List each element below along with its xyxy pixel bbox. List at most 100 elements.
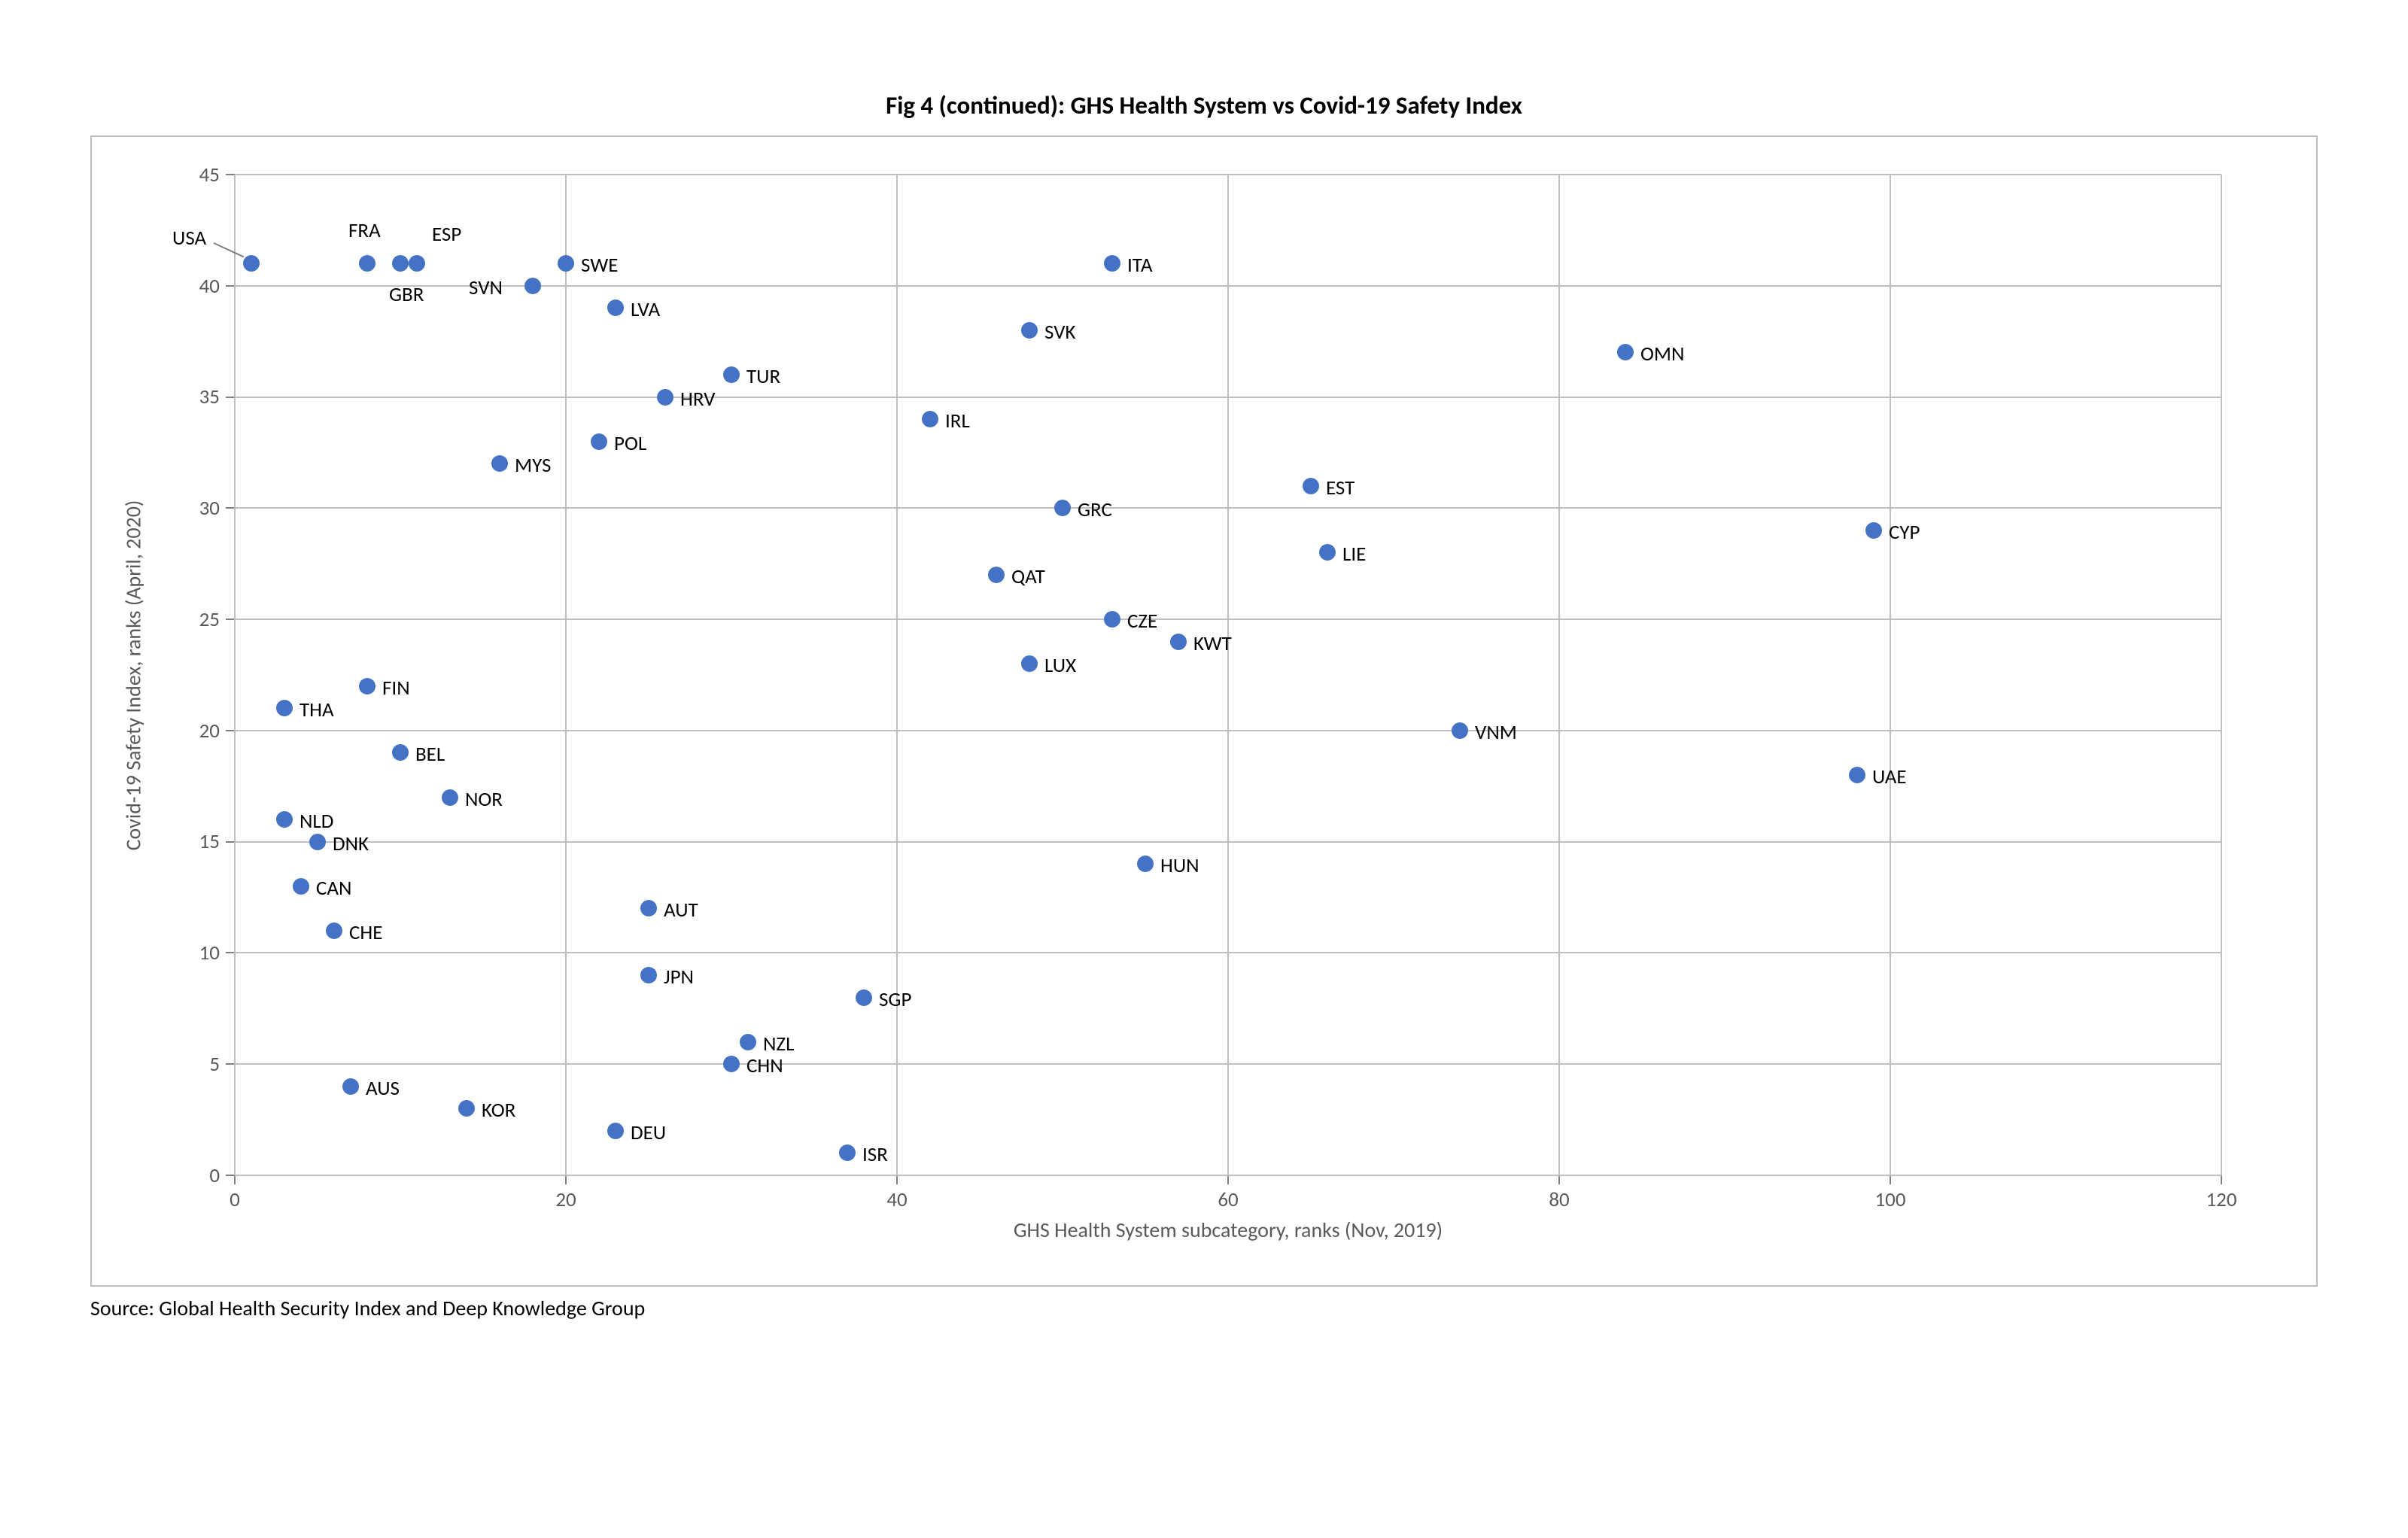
scatter-point [922,411,938,427]
scatter-point [293,878,309,895]
scatter-label: AUT [664,898,698,922]
x-tick-mark [1558,1175,1560,1184]
scatter-label: SVN [469,275,503,300]
scatter-label: IRL [945,409,970,433]
scatter-label: GBR [389,282,424,307]
figure: Fig 4 (continued): GHS Health System vs … [90,90,2318,1287]
scatter-point [1617,344,1634,360]
x-tick-mark [1890,1175,1891,1184]
x-tick-mark [1227,1175,1229,1184]
scatter-label: GRC [1078,497,1112,522]
scatter-point [359,255,375,272]
gridline-vertical [565,175,567,1175]
scatter-label: FRA [348,218,381,243]
scatter-point [359,678,375,695]
scatter-point [392,744,409,761]
scatter-point [326,922,342,939]
gridline-vertical [1227,175,1229,1175]
scatter-point [1865,522,1882,539]
scatter-point [392,255,409,272]
scatter-label: SGP [879,987,911,1012]
scatter-label: CZE [1127,609,1157,634]
scatter-point [1303,478,1319,494]
y-tick-label: 35 [175,384,220,409]
gridline-horizontal [235,1063,2221,1065]
scatter-point [1849,767,1865,783]
scatter-point [723,366,740,383]
scatter-point [856,989,872,1006]
scatter-point [1021,322,1038,339]
scatter-point [607,1123,624,1139]
scatter-label: POL [614,431,646,456]
scatter-point [276,811,293,828]
gridline-horizontal [235,397,2221,398]
scatter-point [276,700,293,716]
scatter-point [1054,500,1071,516]
y-tick-label: 30 [175,496,220,521]
y-tick-label: 15 [175,829,220,854]
scatter-point [524,278,541,294]
scatter-label: KOR [482,1098,515,1123]
scatter-point [723,1056,740,1072]
scatter-point [607,299,624,316]
scatter-label: CHN [746,1053,783,1078]
x-tick-label: 100 [1868,1187,1913,1212]
chart-plot-area: 020406080100120051015202530354045USAFRAG… [235,175,2221,1175]
scatter-label: ESP [432,222,461,247]
y-tick-label: 0 [175,1163,220,1188]
x-tick-label: 80 [1537,1187,1582,1212]
y-tick-label: 45 [175,163,220,187]
scatter-label: EST [1326,476,1354,500]
scatter-label: THA [299,698,334,722]
scatter-point [409,255,425,272]
scatter-label: ISR [862,1142,888,1167]
x-tick-mark [565,1175,567,1184]
x-tick-mark [2221,1175,2222,1184]
x-tick-label: 0 [212,1187,257,1212]
y-tick-label: 25 [175,607,220,632]
y-tick-label: 10 [175,941,220,965]
scatter-label: CYP [1889,520,1920,545]
scatter-label: ITA [1127,253,1152,278]
scatter-point [558,255,574,272]
scatter-label: DNK [333,831,369,856]
gridline-vertical [1558,175,1560,1175]
scatter-label: NZL [763,1032,794,1056]
gridline-horizontal [235,507,2221,509]
scatter-point [740,1034,756,1050]
x-tick-mark [234,1175,236,1184]
scatter-label: HRV [680,387,715,412]
scatter-label: NOR [465,787,503,812]
scatter-point [1137,856,1154,872]
scatter-point [491,455,508,472]
scatter-label: BEL [415,742,445,767]
scatter-point [640,900,657,916]
y-tick-label: 20 [175,719,220,743]
scatter-label: CHE [349,920,382,945]
scatter-label: OMN [1640,342,1684,366]
scatter-label: CAN [316,876,351,901]
gridline-vertical [896,175,898,1175]
scatter-label: SVK [1044,320,1076,345]
scatter-point [1021,655,1038,672]
chart-title: Fig 4 (continued): GHS Health System vs … [90,90,2318,120]
x-tick-label: 40 [874,1187,920,1212]
scatter-point [640,967,657,983]
y-axis-title: Covid-19 Safety Index, ranks (April, 202… [120,175,147,1176]
source-text: Source: Global Health Security Index and… [90,1295,645,1321]
scatter-label: VNM [1475,720,1517,745]
scatter-label: TUR [746,364,780,389]
x-axis-title: GHS Health System subcategory, ranks (No… [235,1217,2221,1243]
scatter-point [309,834,326,850]
scatter-point [1104,611,1120,628]
scatter-label: JPN [664,965,694,989]
y-axis-line [234,175,236,1175]
scatter-point [243,255,260,272]
scatter-point [657,389,673,406]
scatter-point [458,1100,475,1117]
label-leader [214,242,245,257]
scatter-label: FIN [382,676,410,701]
scatter-label: MYS [515,453,551,478]
x-tick-label: 20 [543,1187,588,1212]
x-tick-mark [896,1175,898,1184]
